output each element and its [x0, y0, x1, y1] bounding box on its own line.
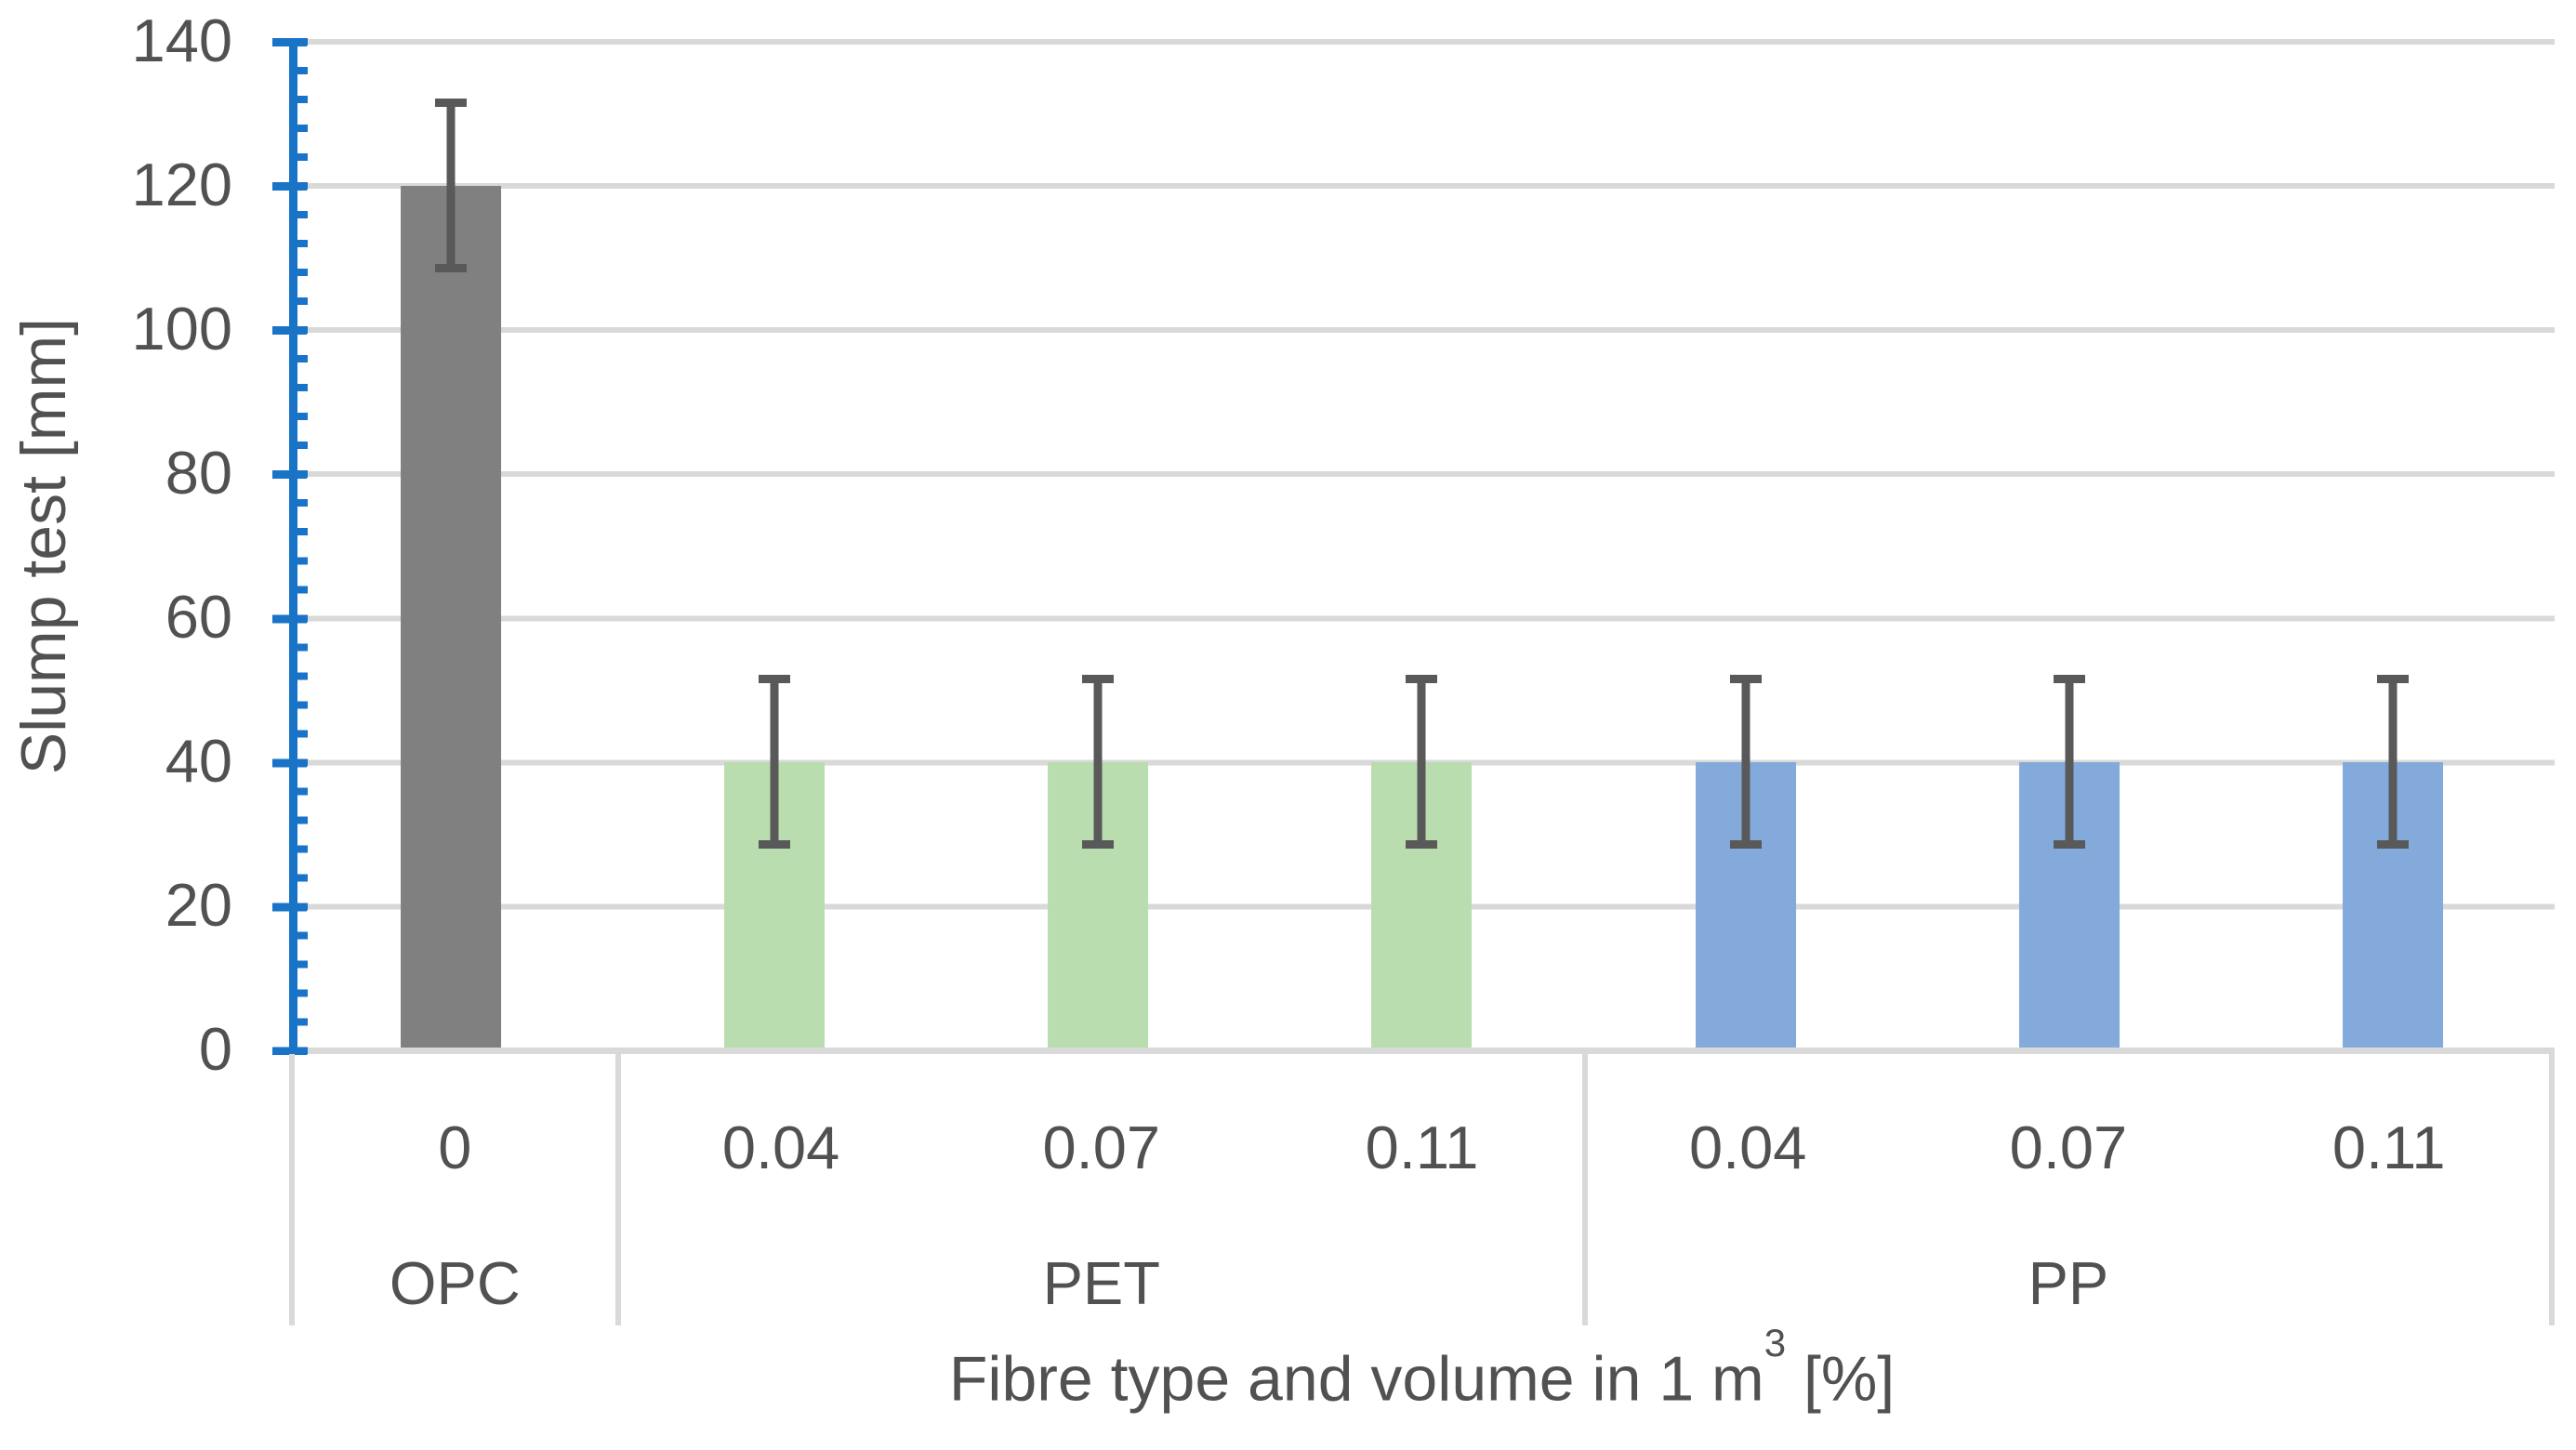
- plot-area: [289, 42, 2555, 1050]
- bar-slot: [936, 42, 1260, 1050]
- category-label: 0.07: [1042, 1113, 1161, 1181]
- category-value-row: 0.04 0.07 0.11: [1588, 1054, 2549, 1240]
- category-label: 0.04: [721, 1113, 840, 1181]
- bar-OPC-0: [401, 186, 502, 1050]
- y-axis-title-box: Slump test [mm]: [4, 42, 84, 1050]
- y-axis-minor-ticks: [289, 38, 308, 1055]
- x-axis-title-unit: [%]: [1786, 1343, 1896, 1415]
- bar-slot: [613, 42, 936, 1050]
- y-axis-tick-labels: 0 20 40 60 80 100 120 140: [0, 10, 232, 1079]
- y-tick-label: 40: [165, 727, 232, 796]
- error-bar-cap-top: [1729, 674, 1762, 683]
- error-bar-cap-top: [435, 98, 468, 107]
- y-tick-label: 100: [131, 295, 232, 363]
- error-bar-cap-bottom: [1406, 840, 1438, 850]
- category-label: 0.07: [2009, 1113, 2128, 1181]
- bar-slot: [1260, 42, 1583, 1050]
- bar-slot: [1908, 42, 2231, 1050]
- x-axis-title: Fibre type and volume in 1 m3 [%]: [289, 1324, 2555, 1411]
- group-label: PP: [2028, 1248, 2109, 1317]
- error-bar-line: [1093, 679, 1103, 846]
- category-group-PP: 0.04 0.07 0.11 PP: [1581, 1054, 2555, 1325]
- bar-slot: [1584, 42, 1908, 1050]
- error-bar-line: [770, 679, 779, 846]
- y-tick-label: 140: [131, 7, 232, 75]
- category-label: 0.04: [1688, 1113, 1807, 1181]
- error-bar-line: [1417, 679, 1426, 846]
- error-bar-cap-top: [1406, 674, 1438, 683]
- error-bar-cap-top: [2053, 674, 2085, 683]
- error-bar-cap-top: [759, 674, 791, 683]
- x-axis-title-superscript: 3: [1764, 1321, 1787, 1364]
- error-bar-line: [2065, 679, 2074, 846]
- category-value-row: 0: [295, 1054, 615, 1240]
- category-group-PET: 0.04 0.07 0.11 PET: [614, 1054, 1582, 1325]
- error-bar-line: [1741, 679, 1750, 846]
- x-axis-line: [289, 1048, 2555, 1054]
- error-bar-cap-top: [1082, 674, 1115, 683]
- y-tick-label: 0: [198, 1015, 232, 1084]
- error-bar-cap-top: [2376, 674, 2409, 683]
- error-bar-cap-bottom: [435, 264, 468, 273]
- x-axis-title-text: Fibre type and volume in 1 m: [948, 1343, 1764, 1415]
- error-bar-cap-bottom: [1729, 840, 1762, 850]
- error-bar-line: [446, 102, 456, 270]
- bar-slot: [2231, 42, 2555, 1050]
- y-tick-label: 80: [165, 439, 232, 508]
- category-group-OPC: 0 OPC: [289, 1054, 615, 1325]
- error-bar-line: [2388, 679, 2398, 846]
- y-axis-title: Slump test [mm]: [8, 317, 79, 775]
- y-tick-label: 20: [165, 871, 232, 940]
- group-label: PET: [1042, 1248, 1160, 1317]
- y-tick-label: 60: [165, 583, 232, 652]
- error-bar-cap-bottom: [2376, 840, 2409, 850]
- category-label: 0.11: [2332, 1113, 2446, 1181]
- category-value-row: 0.04 0.07 0.11: [621, 1054, 1582, 1240]
- group-label: OPC: [389, 1248, 521, 1317]
- y-tick-label: 120: [131, 151, 232, 219]
- x-axis-category-table: 0 OPC 0.04 0.07 0.11 PET 0.04 0.07 0.11 PP: [289, 1054, 2555, 1325]
- error-bar-cap-bottom: [759, 840, 791, 850]
- error-bar-cap-bottom: [1082, 840, 1115, 850]
- category-label: 0.11: [1365, 1113, 1479, 1181]
- error-bar-cap-bottom: [2053, 840, 2085, 850]
- category-label: 0: [438, 1113, 472, 1181]
- bar-slot: [289, 42, 613, 1050]
